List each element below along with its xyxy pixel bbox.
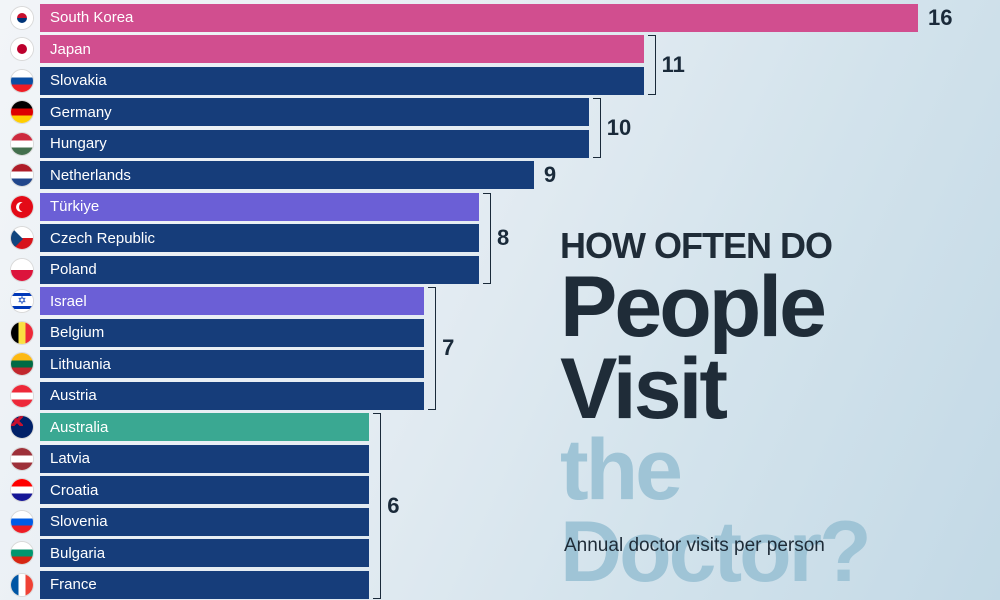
chart-subtitle: Annual doctor visits per person <box>564 535 825 557</box>
flag-lv-icon <box>10 447 34 471</box>
bar-country-label: Netherlands <box>40 167 131 184</box>
bar-country-label: Bulgaria <box>40 545 105 562</box>
bar-row: Belgium <box>0 317 1000 349</box>
bar-row: Hungary <box>0 128 1000 160</box>
flag-at-icon <box>10 384 34 408</box>
value-bracket <box>593 98 601 158</box>
doctor-visits-bar-chart: South Korea Japan Slovakia Germany Hungary Ne… <box>0 2 1000 600</box>
bar: Türkiye <box>40 193 479 221</box>
bar-country-label: Japan <box>40 41 91 58</box>
bar-country-label: Türkiye <box>40 198 99 215</box>
bar: Czech Republic <box>40 224 479 252</box>
bar-country-label: Lithuania <box>40 356 111 373</box>
flag-au-icon <box>10 415 34 439</box>
bar-country-label: France <box>40 576 97 593</box>
bar-country-label: Hungary <box>40 135 107 152</box>
bar: Australia <box>40 413 369 441</box>
bar-row: Australia <box>0 412 1000 444</box>
bar-row: Japan <box>0 34 1000 66</box>
bar-value-label: 9 <box>544 162 556 188</box>
bar: Croatia <box>40 476 369 504</box>
value-bracket <box>483 193 491 284</box>
bar: South Korea <box>40 4 918 32</box>
bar-value-label: 10 <box>607 115 631 141</box>
flag-si-icon <box>10 510 34 534</box>
flag-nl-icon <box>10 163 34 187</box>
bar: Slovakia <box>40 67 644 95</box>
flag-kr-icon <box>10 6 34 30</box>
bar-row: Netherlands <box>0 160 1000 192</box>
bar: Germany <box>40 98 589 126</box>
bar-row: Poland <box>0 254 1000 286</box>
bar: Netherlands <box>40 161 534 189</box>
bar-country-label: Belgium <box>40 324 104 341</box>
bar: Bulgaria <box>40 539 369 567</box>
flag-sk-icon <box>10 69 34 93</box>
bar: Belgium <box>40 319 424 347</box>
flag-cz-icon <box>10 226 34 250</box>
value-bracket <box>648 35 656 95</box>
bar-country-label: Australia <box>40 419 108 436</box>
value-bracket <box>373 413 381 599</box>
bar-value-label: 7 <box>442 335 454 361</box>
bar: Poland <box>40 256 479 284</box>
value-bracket <box>428 287 436 410</box>
flag-jp-icon <box>10 37 34 61</box>
flag-hr-icon <box>10 478 34 502</box>
bar: Austria <box>40 382 424 410</box>
bar-country-label: Czech Republic <box>40 230 155 247</box>
bar-row: France <box>0 569 1000 600</box>
bar: Lithuania <box>40 350 424 378</box>
flag-lt-icon <box>10 352 34 376</box>
bar-row: Slovenia <box>0 506 1000 538</box>
flag-bg-icon <box>10 541 34 565</box>
bar-country-label: Austria <box>40 387 97 404</box>
flag-pl-icon <box>10 258 34 282</box>
flag-hu-icon <box>10 132 34 156</box>
bar-row: South Korea <box>0 2 1000 34</box>
bar: France <box>40 571 369 599</box>
bar-row: Austria <box>0 380 1000 412</box>
bar-row: Lithuania <box>0 349 1000 381</box>
flag-be-icon <box>10 321 34 345</box>
bar-row: Croatia <box>0 475 1000 507</box>
bar-row: ✡ Israel <box>0 286 1000 318</box>
bar-value-label: 11 <box>662 52 685 78</box>
bar-value-label: 6 <box>387 493 399 519</box>
bar-value-label: 16 <box>928 5 952 31</box>
bar-country-label: South Korea <box>40 9 133 26</box>
bar-country-label: Germany <box>40 104 112 121</box>
flag-fr-icon <box>10 573 34 597</box>
bar-country-label: Slovakia <box>40 72 107 89</box>
bar-row: Bulgaria <box>0 538 1000 570</box>
bar: Israel <box>40 287 424 315</box>
bar: Slovenia <box>40 508 369 536</box>
bar-row: Latvia <box>0 443 1000 475</box>
bar-row: Slovakia <box>0 65 1000 97</box>
bar-country-label: Latvia <box>40 450 90 467</box>
bar-row: Germany <box>0 97 1000 129</box>
bar: Latvia <box>40 445 369 473</box>
bar-row: Türkiye <box>0 191 1000 223</box>
bar: Japan <box>40 35 644 63</box>
bar-country-label: Croatia <box>40 482 98 499</box>
flag-il-icon: ✡ <box>10 289 34 313</box>
flag-de-icon <box>10 100 34 124</box>
bar-country-label: Israel <box>40 293 87 310</box>
bar-country-label: Poland <box>40 261 97 278</box>
bar-country-label: Slovenia <box>40 513 108 530</box>
bar-value-label: 8 <box>497 225 509 251</box>
bar: Hungary <box>40 130 589 158</box>
flag-tr-icon <box>10 195 34 219</box>
